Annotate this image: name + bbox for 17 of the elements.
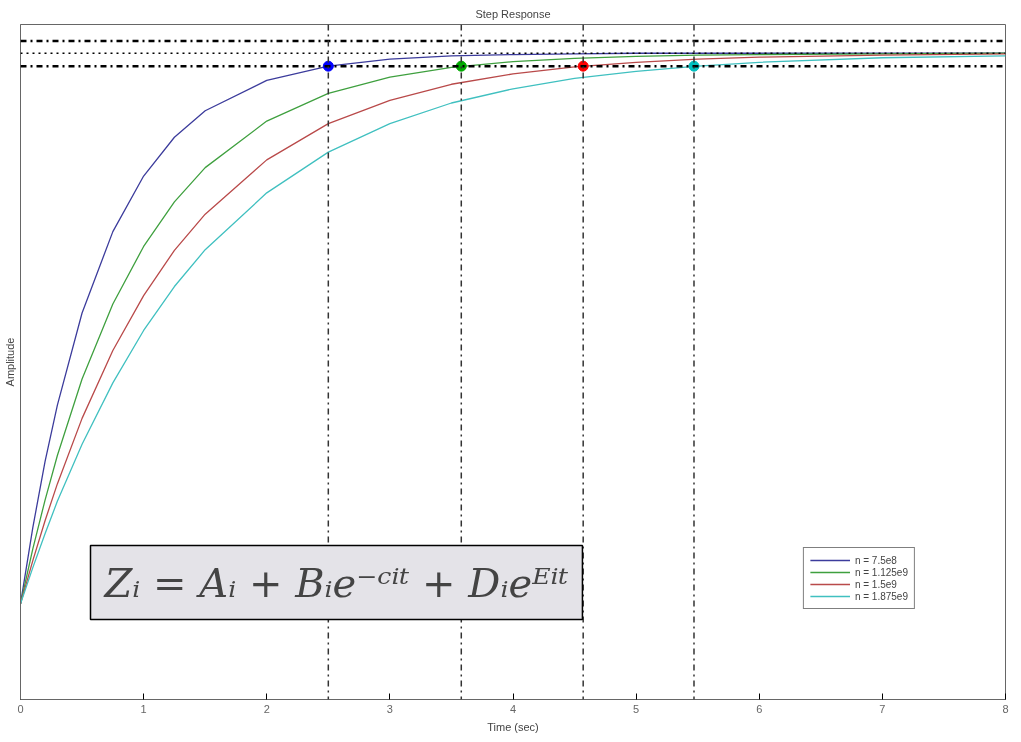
x-tick-label: 5 [633,702,640,715]
y-axis-title: Amplitude [3,337,16,387]
x-tick-label: 6 [756,702,763,715]
x-tick-label: 4 [509,702,517,715]
x-tick-label: 1 [140,702,147,715]
legend-label: n = 1.875e9 [854,590,908,602]
x-axis-title: Time (sec) [487,720,539,733]
x-tick-label: 3 [386,702,393,715]
legend-label: n = 1.5e9 [854,578,897,590]
legend-label: n = 1.125e9 [854,566,908,578]
legend-label: n = 7.5e8 [854,554,897,566]
x-tick-label: 2 [263,702,270,715]
chart-title: Step Response [475,7,551,20]
x-tick-label: 8 [1002,702,1009,715]
x-tick-label: 7 [879,702,886,715]
x-tick-label: 0 [17,702,24,715]
annotation: Zᵢ = Aᵢ + Bᵢe⁻ᶜⁱᵗ + Dᵢeᴱⁱᵗ [102,559,569,606]
